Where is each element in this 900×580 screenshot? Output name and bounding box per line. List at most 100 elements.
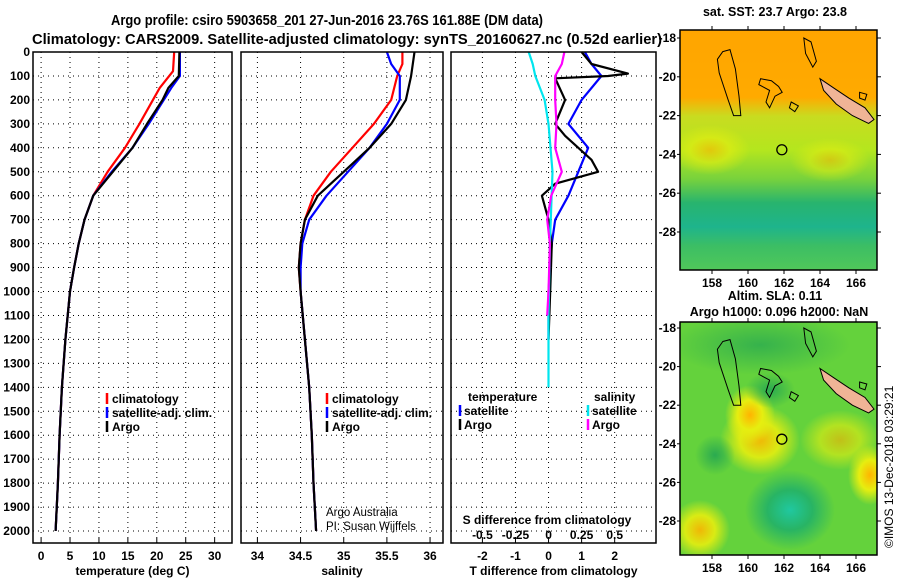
map-lat-label: -28 <box>659 514 677 528</box>
temperature-axes-frame <box>32 51 233 544</box>
legend-label: satellite-adj. clim. <box>112 406 212 420</box>
x2-tick-label: 0.5 <box>606 528 623 542</box>
depth-tick-label: 800 <box>10 237 30 251</box>
x-tick-label: 20 <box>150 549 164 563</box>
map-lon-label: 158 <box>702 561 722 575</box>
map-lat-label: -20 <box>659 70 677 84</box>
x-tick-label: 0 <box>545 549 552 563</box>
depth-tick-label: 100 <box>10 69 30 83</box>
reef-outline <box>803 37 817 69</box>
depth-tick-label: 200 <box>10 93 30 107</box>
legend-label: Argo <box>592 418 620 432</box>
x-tick-label: 36 <box>423 549 437 563</box>
x-tick-label: 0 <box>38 549 45 563</box>
x-tick-label: 5 <box>67 549 74 563</box>
legend-label: Argo <box>464 418 492 432</box>
argo-position-marker <box>776 433 788 445</box>
depth-tick-label: 1600 <box>3 428 30 442</box>
x-tick-label: -2 <box>477 549 488 563</box>
x-tick-label: 2 <box>611 549 618 563</box>
map-lon-label: 162 <box>774 561 794 575</box>
depth-tick-label: 900 <box>10 261 30 275</box>
depth-tick-label: 2000 <box>3 524 30 538</box>
legend-label: satellite <box>464 404 509 418</box>
x-tick-label: 35.5 <box>375 549 399 563</box>
argo-position-marker <box>776 144 788 156</box>
x-tick-label: 34.5 <box>289 549 313 563</box>
salinity-axes-frame <box>240 51 444 544</box>
chesterfield-reef-outline <box>716 338 742 406</box>
map-lon-label: 160 <box>738 561 758 575</box>
sla-map-frame <box>679 321 878 556</box>
series-line-salinity-argo <box>546 51 566 316</box>
depth-tick-label: 1500 <box>3 404 30 418</box>
sst-map-frame <box>679 29 878 271</box>
legend-title-temperature: temperature <box>468 390 538 404</box>
map-lat-label: -26 <box>659 475 677 489</box>
legend-title-salinity: salinity <box>594 390 636 404</box>
map-lat-label: -18 <box>659 321 677 335</box>
x-tick-label: -1 <box>510 549 521 563</box>
x2-tick-label: -0.5 <box>472 528 493 542</box>
x-tick-label: 1 <box>578 549 585 563</box>
map-lat-label: -22 <box>659 398 677 412</box>
sla-map-title-2: Argo h1000: 0.096 h2000: NaN <box>690 305 869 319</box>
legend-label: Argo <box>112 420 140 434</box>
sla-map-title-1: Altim. SLA: 0.11 <box>728 289 823 303</box>
sst-map: sat. SST: 23.7 Argo: 23.8 158 160 162 164 16… <box>659 5 881 290</box>
map-lat-label: -18 <box>659 31 677 45</box>
map-lon-label: 164 <box>810 276 830 290</box>
depth-tick-label: 1300 <box>3 356 30 370</box>
bellona-reef-outline <box>758 367 783 399</box>
map-lon-label: 166 <box>846 561 866 575</box>
map-lon-label: 166 <box>846 276 866 290</box>
legend-label: satellite <box>592 404 637 418</box>
reef-outline <box>788 101 800 113</box>
title-line-1: Argo profile: csiro 5903658_201 27-Jun-2… <box>111 13 543 29</box>
pi-annotation: PI: Susan Wijffels <box>326 521 416 533</box>
title-line-2: Climatology: CARS2009. Satellite-adjuste… <box>32 32 662 48</box>
x-tick-label: 34 <box>251 549 265 563</box>
map-lat-label: -20 <box>659 360 677 374</box>
series-line-argo <box>297 51 416 532</box>
x2-axis-label: S difference from climatology <box>463 513 632 527</box>
map-lat-label: -26 <box>659 186 677 200</box>
series-line-satellite-adj-clim- <box>54 52 181 532</box>
map-lon-label: 160 <box>738 276 758 290</box>
x2-tick-label: 0 <box>545 528 552 542</box>
loyalty-islands-outline <box>859 381 868 391</box>
depth-tick-label: 700 <box>10 213 30 227</box>
series-line-argo <box>54 51 181 532</box>
sst-map-title: sat. SST: 23.7 Argo: 23.8 <box>703 5 847 19</box>
depth-tick-label: 400 <box>10 141 30 155</box>
depth-tick-label: 1000 <box>3 285 30 299</box>
map-lon-label: 158 <box>702 276 722 290</box>
map-lat-label: -24 <box>659 147 677 161</box>
reef-outline <box>788 390 800 403</box>
depth-tick-label: 300 <box>10 117 30 131</box>
map-lon-label: 162 <box>774 276 794 290</box>
temperature-panel: 0100200300400500600700800900100011001200… <box>3 45 233 578</box>
depth-tick-label: 1200 <box>3 332 30 346</box>
map-lat-label: -24 <box>659 437 677 451</box>
difference-panel: -2 -1 0 1 2T difference from climatology temp… <box>450 51 657 578</box>
depth-tick-label: 1900 <box>3 500 30 514</box>
loyalty-islands-outline <box>859 91 868 101</box>
reef-outline <box>803 327 817 358</box>
bellona-reef-outline <box>758 78 783 109</box>
map-lat-label: -28 <box>659 225 677 239</box>
x-axis-label: salinity <box>321 564 363 578</box>
depth-tick-label: 600 <box>10 189 30 203</box>
x2-tick-label: 0.25 <box>570 528 594 542</box>
legend-label: climatology <box>332 392 399 406</box>
chesterfield-reef-outline <box>716 48 742 117</box>
depth-tick-label: 0 <box>23 45 30 59</box>
legend-label: climatology <box>112 392 179 406</box>
depth-tick-label: 1400 <box>3 380 30 394</box>
pi-annotation: Argo Australia <box>326 507 398 519</box>
x-tick-label: 15 <box>121 549 135 563</box>
x-tick-label: 10 <box>92 549 106 563</box>
copyright-stamp: ©IMOS 13-Dec-2018 03:29:21 <box>882 385 896 548</box>
depth-tick-label: 1800 <box>3 476 30 490</box>
